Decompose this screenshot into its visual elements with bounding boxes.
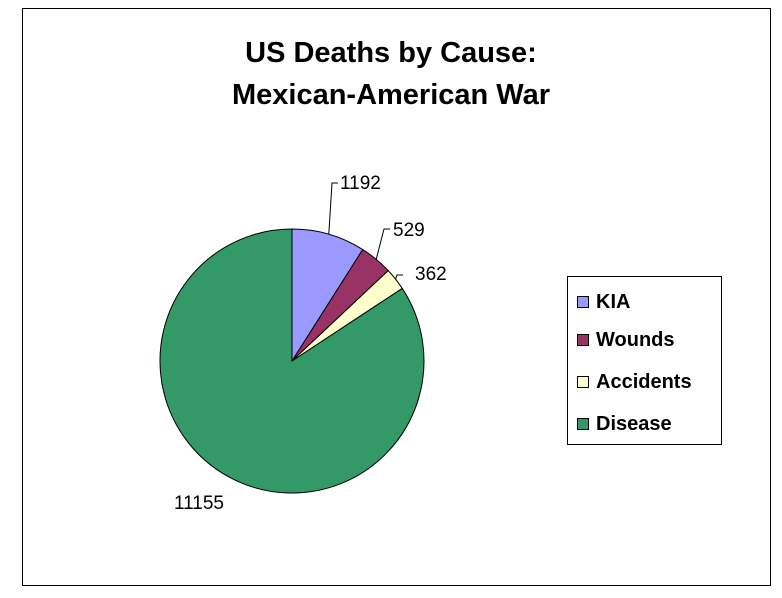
chart-title-line-1: US Deaths by Cause: <box>245 37 537 69</box>
chart-title-line-2: Mexican-American War <box>231 79 551 111</box>
data-label-disease: 11155 <box>174 493 224 514</box>
data-label-accidents: 362 <box>415 264 447 285</box>
leader-line-kia <box>328 182 338 235</box>
legend-label-disease: Disease <box>596 412 672 435</box>
legend-label-accidents: Accidents <box>596 370 692 393</box>
legend-label-kia: KIA <box>596 290 631 313</box>
data-label-kia: 1192 <box>340 173 381 194</box>
legend-item-disease: Disease <box>577 411 672 437</box>
pie-slice-disease <box>159 228 425 494</box>
legend-item-accidents: Accidents <box>577 369 692 395</box>
legend-label-wounds: Wounds <box>596 328 675 351</box>
legend-swatch-wounds <box>577 334 589 346</box>
leader-line-wounds <box>375 228 390 260</box>
leader-line-accidents <box>395 274 403 280</box>
legend-item-wounds: Wounds <box>577 327 675 353</box>
legend-item-kia: KIA <box>577 289 630 315</box>
legend: KIA Wounds Accidents Disease <box>567 276 722 445</box>
legend-swatch-disease <box>577 418 589 430</box>
data-label-wounds: 529 <box>393 220 425 241</box>
legend-swatch-accidents <box>577 376 589 388</box>
legend-swatch-kia <box>577 296 589 308</box>
